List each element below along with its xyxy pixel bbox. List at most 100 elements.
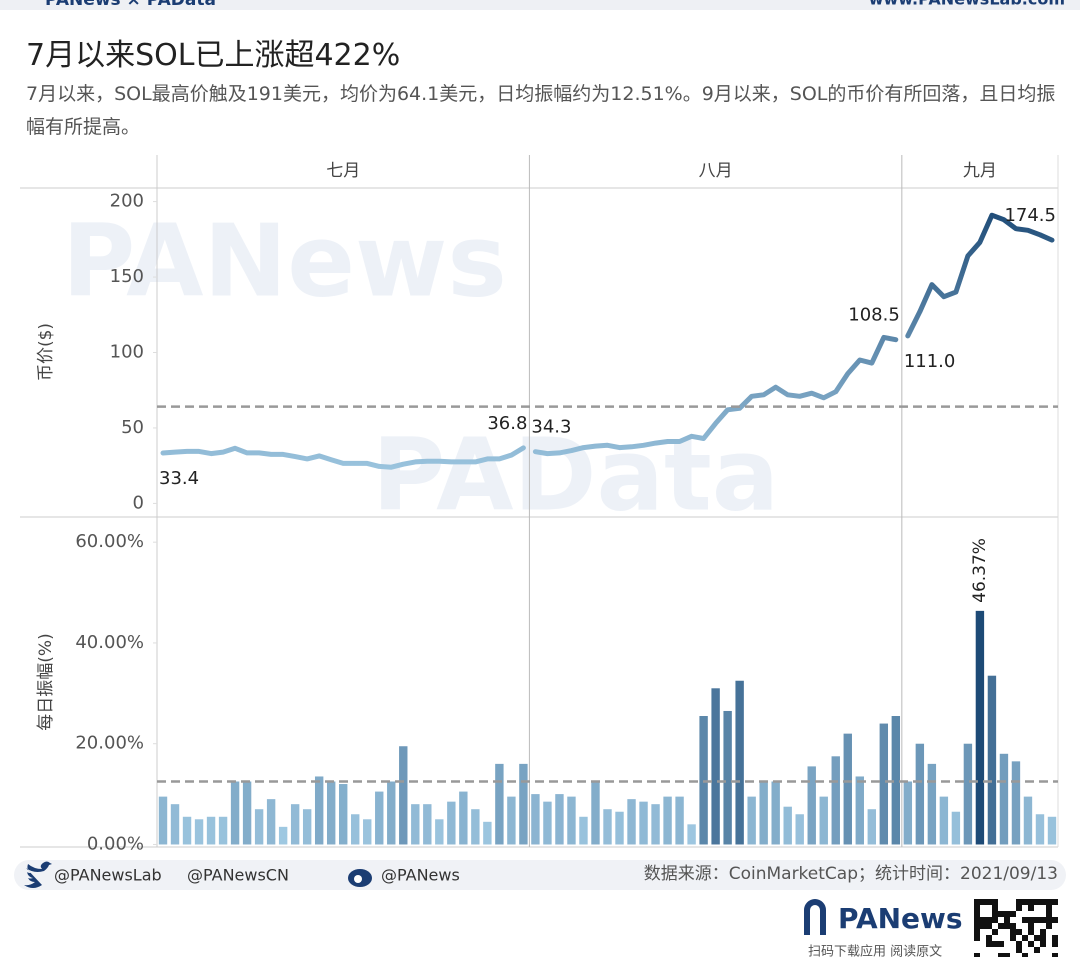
amplitude-bar <box>435 819 444 845</box>
watermark: PAData <box>372 416 779 533</box>
amplitude-bar <box>158 796 168 845</box>
qr-cell <box>986 917 992 923</box>
qr-cell <box>998 911 1004 917</box>
qr-cell <box>992 899 998 905</box>
social-handle: @PANewsLab <box>54 866 162 885</box>
qr-cell <box>974 935 980 941</box>
y-tick-label: 0.00% <box>87 833 144 854</box>
amplitude-bar <box>615 811 624 845</box>
qr-cell <box>1010 929 1016 935</box>
amplitude-bar <box>483 821 492 845</box>
price-label: 108.5 <box>848 305 900 326</box>
amplitude-bar <box>194 819 204 845</box>
amplitude-bar <box>819 796 828 845</box>
y-tick-label: 0 <box>133 492 144 513</box>
qr-cell <box>1052 917 1058 923</box>
amplitude-bar <box>278 826 288 845</box>
qr-cell <box>1010 935 1016 941</box>
amplitude-bar <box>1023 796 1033 845</box>
amplitude-bar <box>639 801 648 845</box>
amplitude-bar <box>759 781 768 845</box>
amplitude-bar <box>230 781 240 845</box>
amplitude-bar <box>663 796 672 845</box>
social-handle: @PANews <box>381 866 460 885</box>
amplitude-bar <box>603 809 612 845</box>
qr-cell <box>1028 923 1034 929</box>
qr-cell <box>992 929 998 935</box>
qr-cell <box>992 911 998 917</box>
logo-text: PANews <box>838 902 963 935</box>
amplitude-bar <box>471 809 480 845</box>
qr-cell <box>1028 929 1034 935</box>
qr-cell <box>1010 911 1016 917</box>
amplitude-bar <box>531 794 540 845</box>
amplitude-bar <box>314 776 324 845</box>
amplitude-bar <box>507 796 516 845</box>
amplitude-bar <box>302 809 312 845</box>
amplitude-bar <box>951 811 961 845</box>
amplitude-bar <box>723 710 732 845</box>
qr-cell <box>974 923 980 929</box>
watermark: PANews <box>62 202 507 319</box>
qr-cell <box>974 917 980 923</box>
qr-cell <box>986 935 992 941</box>
header-strip <box>0 0 1080 10</box>
amplitude-bar <box>891 716 901 845</box>
amplitude-bar <box>675 796 684 845</box>
qr-cell <box>974 899 980 905</box>
qr-cell <box>986 899 992 905</box>
amplitude-bar <box>218 816 228 845</box>
amplitude-bar <box>290 804 300 845</box>
qr-cell <box>1046 917 1052 923</box>
qr-cell <box>980 917 986 923</box>
amplitude-bar <box>1047 816 1057 845</box>
qr-cell <box>986 941 992 947</box>
qr-cell <box>1016 941 1022 947</box>
qr-cell <box>1004 953 1010 957</box>
marks: 33.4 36.8 34.3 108.5 111.0 174.5 46.37% <box>157 205 1058 845</box>
amplitude-bar <box>206 816 216 845</box>
qr-cell <box>1052 935 1058 941</box>
month-header: 七月 <box>326 161 360 181</box>
qr-cell <box>986 923 992 929</box>
price-label: 36.8 <box>487 413 527 434</box>
y-tick-label: 200 <box>110 191 144 212</box>
amplitude-label: 46.37% <box>970 538 990 603</box>
amplitude-bar <box>423 804 432 845</box>
qr-cell <box>974 905 980 911</box>
y-axis-title: 币价($) <box>36 323 56 381</box>
qr-cell <box>1052 953 1058 957</box>
amplitude-bar <box>807 766 816 845</box>
amplitude-bar <box>627 799 636 845</box>
month-header: 九月 <box>963 161 997 181</box>
amplitude-bar <box>939 796 949 845</box>
qr-cell <box>1028 905 1034 911</box>
qr-cell <box>1004 911 1010 917</box>
qr-cell <box>1022 917 1028 923</box>
qr-cell <box>1028 917 1034 923</box>
amplitude-bar <box>375 791 384 845</box>
price-label: 174.5 <box>1004 205 1056 226</box>
source-note: 数据来源：CoinMarketCap；统计时间：2021/09/13 <box>644 864 1058 884</box>
amplitude-bar <box>170 804 180 845</box>
y-tick-label: 20.00% <box>75 733 144 754</box>
qr-cell <box>1052 899 1058 905</box>
amplitude-bar <box>915 743 925 845</box>
amplitude-bar <box>903 781 913 845</box>
price-label: 34.3 <box>531 417 571 438</box>
y-tick-label: 40.00% <box>75 632 144 653</box>
qr-cell <box>1028 941 1034 947</box>
qr-cell <box>998 953 1004 957</box>
amplitude-bar <box>519 763 528 845</box>
amplitude-bar <box>975 610 985 845</box>
amplitude-bar <box>1035 814 1045 845</box>
amplitude-bar <box>735 680 744 845</box>
qr-cell <box>980 899 986 905</box>
brand-right: www.PANewsLab.com <box>869 0 1065 9</box>
qr-cell <box>1016 947 1022 953</box>
amplitude-bar <box>266 799 276 845</box>
amplitude-bar <box>795 814 804 845</box>
